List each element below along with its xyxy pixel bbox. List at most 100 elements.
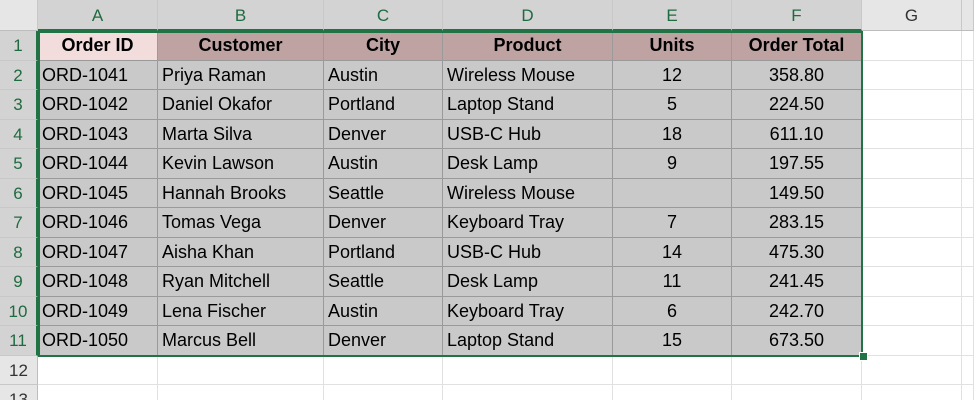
header-cell[interactable]: Customer bbox=[158, 31, 324, 61]
empty-cell[interactable] bbox=[862, 149, 962, 179]
table-cell[interactable]: Laptop Stand bbox=[443, 326, 613, 356]
row-header[interactable]: 9 bbox=[0, 267, 38, 297]
table-cell[interactable]: ORD-1043 bbox=[38, 120, 158, 149]
column-header[interactable]: G bbox=[862, 0, 962, 31]
column-header[interactable]: A bbox=[38, 0, 158, 31]
empty-cell[interactable] bbox=[862, 326, 962, 356]
table-cell[interactable] bbox=[613, 179, 732, 208]
table-cell[interactable]: Denver bbox=[324, 326, 443, 356]
table-cell[interactable]: Marcus Bell bbox=[158, 326, 324, 356]
row-header[interactable]: 4 bbox=[0, 120, 38, 149]
empty-cell[interactable] bbox=[962, 326, 974, 356]
empty-cell[interactable] bbox=[962, 267, 974, 297]
table-cell[interactable]: 242.70 bbox=[732, 297, 862, 326]
empty-cell[interactable] bbox=[158, 356, 324, 385]
table-cell[interactable]: 149.50 bbox=[732, 179, 862, 208]
table-cell[interactable]: 7 bbox=[613, 208, 732, 238]
table-cell[interactable]: Keyboard Tray bbox=[443, 208, 613, 238]
empty-cell[interactable] bbox=[862, 31, 962, 61]
column-header[interactable]: E bbox=[613, 0, 732, 31]
header-cell[interactable]: City bbox=[324, 31, 443, 61]
header-cell[interactable]: Units bbox=[613, 31, 732, 61]
table-cell[interactable]: 11 bbox=[613, 267, 732, 297]
empty-cell[interactable] bbox=[862, 208, 962, 238]
empty-cell[interactable] bbox=[38, 356, 158, 385]
table-cell[interactable]: 673.50 bbox=[732, 326, 862, 356]
table-cell[interactable]: ORD-1047 bbox=[38, 238, 158, 267]
table-cell[interactable]: 611.10 bbox=[732, 120, 862, 149]
row-header[interactable]: 1 bbox=[0, 31, 38, 61]
empty-cell[interactable] bbox=[613, 385, 732, 400]
row-header[interactable]: 11 bbox=[0, 326, 38, 356]
empty-cell[interactable] bbox=[862, 179, 962, 208]
table-cell[interactable]: ORD-1045 bbox=[38, 179, 158, 208]
table-cell[interactable]: Desk Lamp bbox=[443, 149, 613, 179]
row-header[interactable]: 10 bbox=[0, 297, 38, 326]
header-cell[interactable]: Order ID bbox=[38, 31, 158, 61]
table-cell[interactable]: 241.45 bbox=[732, 267, 862, 297]
row-header[interactable]: 6 bbox=[0, 179, 38, 208]
empty-cell[interactable] bbox=[962, 208, 974, 238]
table-cell[interactable]: 475.30 bbox=[732, 238, 862, 267]
table-cell[interactable]: Ryan Mitchell bbox=[158, 267, 324, 297]
table-cell[interactable]: Portland bbox=[324, 90, 443, 120]
empty-cell[interactable] bbox=[962, 90, 974, 120]
table-cell[interactable]: Laptop Stand bbox=[443, 90, 613, 120]
table-cell[interactable]: Wireless Mouse bbox=[443, 179, 613, 208]
empty-cell[interactable] bbox=[862, 356, 962, 385]
table-cell[interactable]: Austin bbox=[324, 61, 443, 90]
empty-cell[interactable] bbox=[324, 356, 443, 385]
column-header[interactable]: B bbox=[158, 0, 324, 31]
table-cell[interactable]: Daniel Okafor bbox=[158, 90, 324, 120]
table-cell[interactable]: ORD-1044 bbox=[38, 149, 158, 179]
empty-cell[interactable] bbox=[862, 267, 962, 297]
table-cell[interactable]: Priya Raman bbox=[158, 61, 324, 90]
row-header[interactable]: 13 bbox=[0, 385, 38, 400]
table-cell[interactable]: ORD-1050 bbox=[38, 326, 158, 356]
table-cell[interactable]: 197.55 bbox=[732, 149, 862, 179]
empty-cell[interactable] bbox=[962, 61, 974, 90]
table-cell[interactable]: 224.50 bbox=[732, 90, 862, 120]
table-cell[interactable]: 15 bbox=[613, 326, 732, 356]
table-cell[interactable]: Lena Fischer bbox=[158, 297, 324, 326]
empty-cell[interactable] bbox=[962, 179, 974, 208]
empty-cell[interactable] bbox=[962, 120, 974, 149]
empty-cell[interactable] bbox=[962, 297, 974, 326]
table-cell[interactable]: Marta Silva bbox=[158, 120, 324, 149]
table-cell[interactable]: USB-C Hub bbox=[443, 120, 613, 149]
table-cell[interactable]: Seattle bbox=[324, 179, 443, 208]
table-cell[interactable]: 358.80 bbox=[732, 61, 862, 90]
empty-cell[interactable] bbox=[962, 31, 974, 61]
table-cell[interactable]: Austin bbox=[324, 149, 443, 179]
empty-cell[interactable] bbox=[962, 356, 974, 385]
row-header[interactable]: 7 bbox=[0, 208, 38, 238]
table-cell[interactable]: Wireless Mouse bbox=[443, 61, 613, 90]
empty-cell[interactable] bbox=[732, 385, 862, 400]
empty-cell[interactable] bbox=[962, 149, 974, 179]
table-cell[interactable]: 283.15 bbox=[732, 208, 862, 238]
row-header[interactable]: 5 bbox=[0, 149, 38, 179]
table-cell[interactable]: 12 bbox=[613, 61, 732, 90]
empty-cell[interactable] bbox=[862, 120, 962, 149]
row-header[interactable]: 12 bbox=[0, 356, 38, 385]
table-cell[interactable]: 5 bbox=[613, 90, 732, 120]
table-cell[interactable]: ORD-1046 bbox=[38, 208, 158, 238]
fill-handle[interactable] bbox=[859, 352, 868, 361]
table-cell[interactable]: Tomas Vega bbox=[158, 208, 324, 238]
table-cell[interactable]: 6 bbox=[613, 297, 732, 326]
empty-cell[interactable] bbox=[324, 385, 443, 400]
empty-cell[interactable] bbox=[158, 385, 324, 400]
table-cell[interactable]: Seattle bbox=[324, 267, 443, 297]
table-cell[interactable]: Denver bbox=[324, 208, 443, 238]
column-header[interactable]: C bbox=[324, 0, 443, 31]
table-cell[interactable]: ORD-1041 bbox=[38, 61, 158, 90]
table-cell[interactable]: Denver bbox=[324, 120, 443, 149]
table-cell[interactable]: Portland bbox=[324, 238, 443, 267]
empty-cell[interactable] bbox=[443, 356, 613, 385]
table-cell[interactable]: ORD-1049 bbox=[38, 297, 158, 326]
header-cell[interactable]: Order Total bbox=[732, 31, 862, 61]
table-cell[interactable]: ORD-1042 bbox=[38, 90, 158, 120]
empty-cell[interactable] bbox=[613, 356, 732, 385]
empty-cell[interactable] bbox=[862, 385, 962, 400]
table-cell[interactable]: Aisha Khan bbox=[158, 238, 324, 267]
